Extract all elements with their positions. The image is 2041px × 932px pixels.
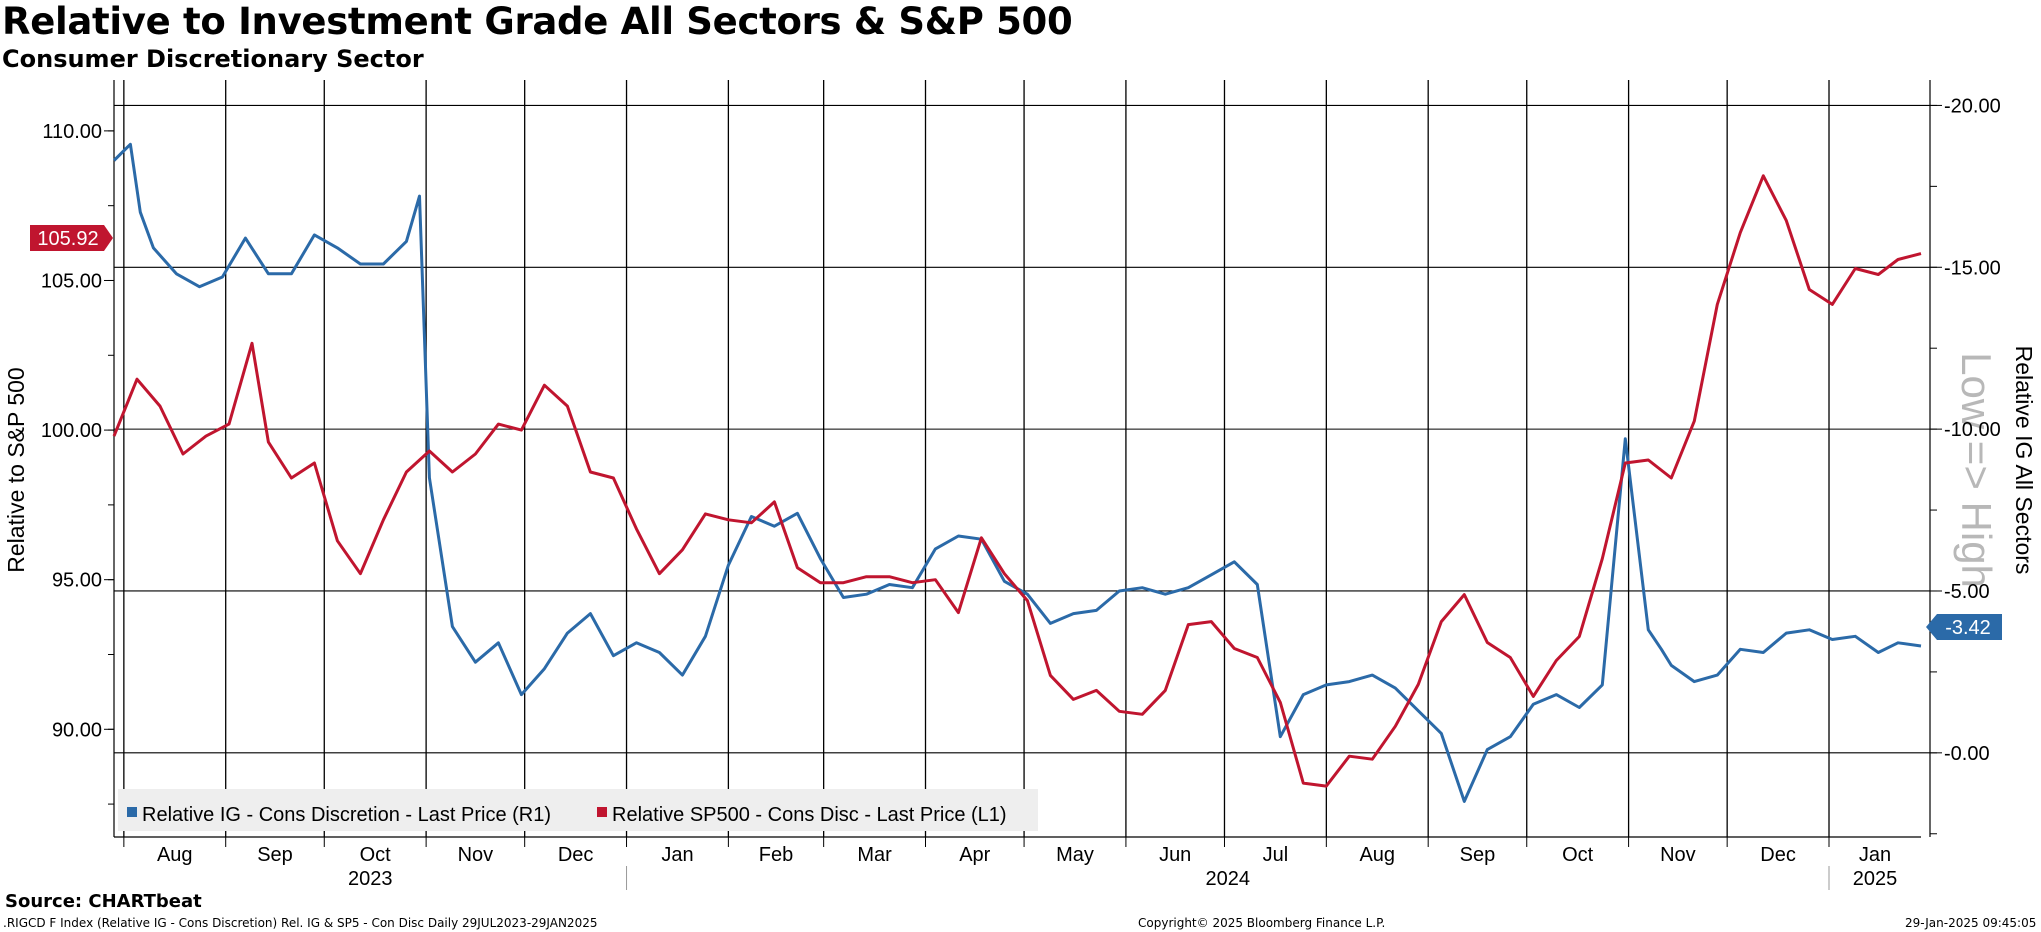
left-axis-label: Relative to S&P 500 [3, 367, 29, 572]
x-tick-label: Dec [558, 844, 594, 866]
source-note: Source: CHARTbeat [5, 891, 202, 912]
left-last-value-text: 105.92 [37, 228, 98, 250]
chart-title: Relative to Investment Grade All Sectors… [2, 0, 1073, 43]
x-year-label: 2024 [1206, 868, 1251, 890]
series-line-sp500 [112, 174, 1922, 788]
grid-layer [104, 80, 1942, 890]
right-tick-label: -20.00 [1944, 95, 2001, 117]
x-tick-label: Dec [1760, 844, 1796, 866]
x-tick-label: Jan [1859, 844, 1891, 866]
right-last-value-text: -3.42 [1945, 617, 1991, 639]
watermark-text: Low => High [1953, 352, 2000, 588]
legend: Relative IG - Cons Discretion - Last Pri… [118, 789, 1038, 831]
x-tick-label: May [1056, 844, 1094, 866]
timestamp: 29-Jan-2025 09:45:05 [1905, 916, 2037, 930]
right-last-value-tag [1926, 614, 2002, 640]
x-year-label: 2023 [348, 868, 393, 890]
right-axis-label: Relative IG All Sectors [2011, 346, 2037, 575]
x-tick-label: Nov [458, 844, 494, 866]
series-layer [112, 142, 1922, 803]
legend-swatch-red [597, 807, 607, 817]
copyright-note: Copyright© 2025 Bloomberg Finance L.P. [1138, 916, 1386, 930]
chart-subtitle: Consumer Discretionary Sector [2, 45, 424, 73]
right-tick-label: -10.00 [1944, 419, 2001, 441]
x-tick-label: Jun [1159, 844, 1191, 866]
x-year-label: 2025 [1853, 868, 1898, 890]
x-tick-label: Apr [959, 844, 990, 866]
last-value-tags: 105.92 -3.42 [30, 225, 2002, 640]
right-tick-label: -0.00 [1944, 743, 1990, 765]
left-tick-label: 90.00 [52, 719, 102, 741]
left-tick-label: 100.00 [41, 420, 102, 442]
left-last-value-tag [30, 225, 113, 251]
axis-layer: Relative to S&P 500 Relative IG All Sect… [3, 95, 2037, 890]
legend-box [118, 789, 1038, 831]
x-tick-label: Mar [857, 844, 892, 866]
x-tick-label: Feb [759, 844, 793, 866]
right-tick-label: -15.00 [1944, 257, 2001, 279]
left-tick-label: 105.00 [41, 270, 102, 292]
x-tick-label: Nov [1660, 844, 1696, 866]
left-tick-label: 95.00 [52, 570, 102, 592]
x-tick-label: Oct [1562, 844, 1594, 866]
right-tick-label: -5.00 [1944, 581, 1990, 603]
x-tick-label: Oct [360, 844, 392, 866]
x-tick-label: Sep [257, 844, 293, 866]
x-tick-label: Sep [1460, 844, 1496, 866]
legend-label-ig: Relative IG - Cons Discretion - Last Pri… [142, 804, 551, 826]
legend-label-sp500: Relative SP500 - Cons Disc - Last Price … [612, 804, 1007, 826]
x-tick-label: Aug [157, 844, 193, 866]
x-tick-label: Jan [661, 844, 693, 866]
x-tick-label: Jul [1263, 844, 1289, 866]
index-description: .RIGCD F Index (Relative IG - Cons Discr… [3, 916, 598, 930]
series-line-ig [112, 142, 1922, 803]
legend-swatch-blue [127, 807, 137, 817]
left-tick-label: 110.00 [42, 121, 102, 143]
x-tick-label: Aug [1359, 844, 1395, 866]
